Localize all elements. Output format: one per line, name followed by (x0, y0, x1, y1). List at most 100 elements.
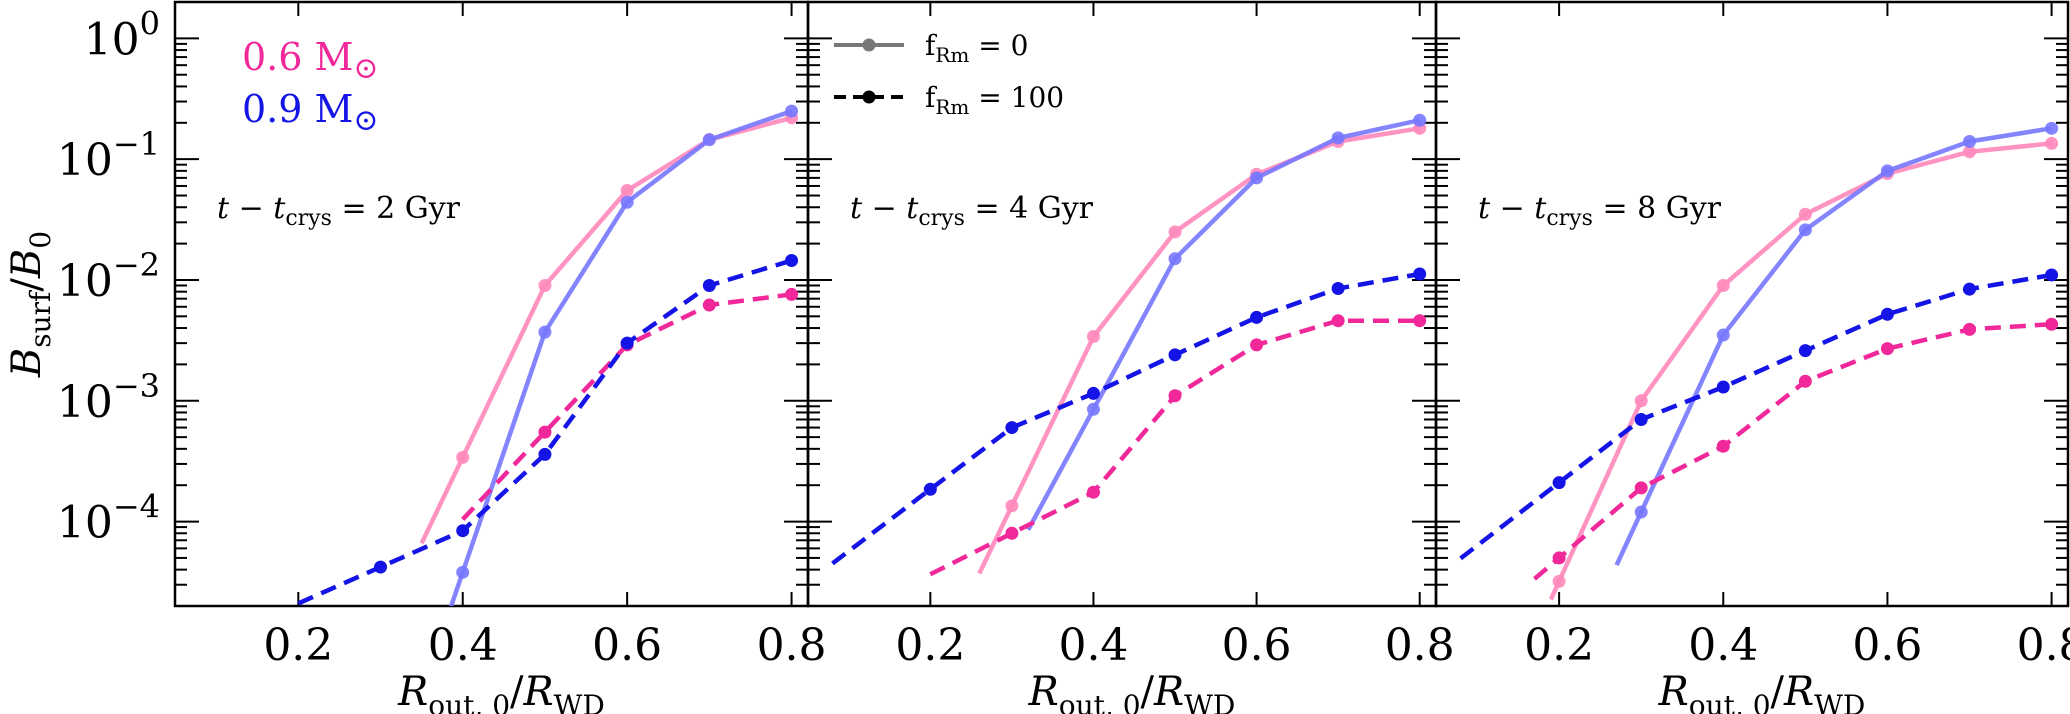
data-point (1250, 310, 1264, 324)
data-point (1005, 421, 1019, 435)
panel-frame (806, 0, 1438, 608)
data-point (1168, 225, 1182, 239)
data-point (1798, 344, 1812, 358)
x-tick-label: 0.2 (895, 620, 965, 671)
data-point (1798, 223, 1812, 237)
series-line-0.9-fRm0 (448, 108, 793, 606)
time-annotation: t − tcrys = 2 Gyr (217, 191, 461, 231)
data-point (1963, 322, 1977, 336)
y-tick-label: 100 (84, 4, 160, 65)
data-point (1634, 481, 1648, 495)
data-point (2045, 121, 2059, 135)
data-point (1086, 402, 1100, 416)
data-point (1086, 386, 1100, 400)
data-point (1168, 252, 1182, 266)
x-tick-label: 0.8 (2017, 620, 2070, 671)
data-point (1716, 380, 1730, 394)
legend-marker (862, 90, 876, 104)
data-point (1005, 499, 1019, 513)
x-tick-label: 0.6 (1852, 620, 1922, 671)
data-point (538, 425, 552, 439)
data-point (1413, 314, 1427, 328)
data-point (538, 447, 552, 461)
data-point (785, 287, 799, 301)
series-group (831, 113, 1427, 577)
y-tick-label: 10−3 (57, 367, 160, 428)
series-line-0.9-fRm100 (1459, 272, 2052, 561)
data-point (1963, 282, 1977, 296)
legend-label: fRm = 100 (925, 81, 1064, 119)
x-tick-label: 0.8 (1385, 620, 1455, 671)
y-tick-label: 10−2 (57, 246, 160, 307)
style-legend-entry: fRm = 100 (834, 81, 1064, 119)
data-point (1963, 145, 1977, 159)
x-tick-label: 0.4 (1058, 620, 1128, 671)
data-point (1634, 505, 1648, 519)
time-annotation: t − tcrys = 8 Gyr (1478, 191, 1722, 231)
x-tick-label: 0.8 (757, 620, 827, 671)
series-line-0.6-fRm100 (1533, 321, 2052, 581)
legend-marker (862, 38, 876, 52)
x-axis-label: Rout, 0/RWD (1028, 669, 1236, 714)
data-point (1552, 476, 1566, 490)
panel-frame (1434, 0, 2070, 608)
y-tick-label: 10−1 (57, 125, 160, 186)
data-point (1880, 342, 1894, 356)
data-point (2045, 317, 2059, 331)
series-line-0.6-fRm0 (1548, 141, 2052, 601)
data-point (620, 195, 634, 209)
panel-2: 0.2 0.4 0.6 0.8 Rout, 0/RWD t − tcrys = 4 Gyr (806, 0, 1455, 714)
data-point (1552, 551, 1566, 565)
series-group (297, 104, 799, 606)
data-point (620, 184, 634, 198)
data-point (1168, 348, 1182, 362)
x-axis-label: Rout, 0/RWD (1658, 669, 1866, 714)
data-point (1413, 113, 1427, 127)
series-line-0.9-fRm0 (1026, 118, 1421, 531)
data-point (1331, 314, 1345, 328)
x-tick-label: 0.2 (1524, 620, 1594, 671)
data-point (1168, 389, 1182, 403)
y-axis-label-group: Bsurf/B0 (4, 231, 57, 378)
mass-legend-entry: 0.9 M⊙ (242, 87, 379, 138)
data-point (1086, 330, 1100, 344)
style-legend-entry: fRm = 0 (834, 29, 1028, 67)
data-point (374, 560, 388, 574)
data-point (1552, 574, 1566, 588)
data-point (456, 450, 470, 464)
x-tick-label: 0.4 (428, 620, 498, 671)
data-point (1331, 131, 1345, 145)
data-point (2045, 268, 2059, 282)
series-line-0.9-fRm100 (831, 271, 1421, 566)
data-point (456, 524, 470, 538)
data-point (702, 133, 716, 147)
data-point (1880, 307, 1894, 321)
series-line-0.6-fRm100 (461, 292, 792, 521)
data-point (785, 104, 799, 118)
data-point (785, 253, 799, 267)
series-line-0.6-fRm0 (419, 115, 793, 545)
data-point (620, 336, 634, 350)
data-point (1963, 135, 1977, 149)
data-point (1798, 207, 1812, 221)
data-point (1880, 164, 1894, 178)
mass-legend-entry: 0.6 M⊙ (242, 35, 379, 86)
panel-3: 0.2 0.4 0.6 0.8 Rout, 0/RWD t − tcrys = 8 Gyr (1434, 0, 2070, 714)
x-tick-label: 0.2 (263, 620, 333, 671)
data-point (702, 278, 716, 292)
x-tick-label: 0.4 (1688, 620, 1758, 671)
data-point (1250, 338, 1264, 352)
y-axis-label: Bsurf/B0 (4, 231, 57, 378)
data-point (538, 278, 552, 292)
data-point (456, 565, 470, 579)
x-tick-label: 0.6 (1222, 620, 1292, 671)
data-point (1413, 267, 1427, 281)
data-point (1716, 328, 1730, 342)
data-point (1250, 171, 1264, 185)
data-point (1086, 485, 1100, 499)
y-tick-label: 10−4 (57, 488, 160, 549)
data-point (2045, 136, 2059, 150)
time-annotation: t − tcrys = 4 Gyr (850, 191, 1094, 231)
data-point (923, 482, 937, 496)
